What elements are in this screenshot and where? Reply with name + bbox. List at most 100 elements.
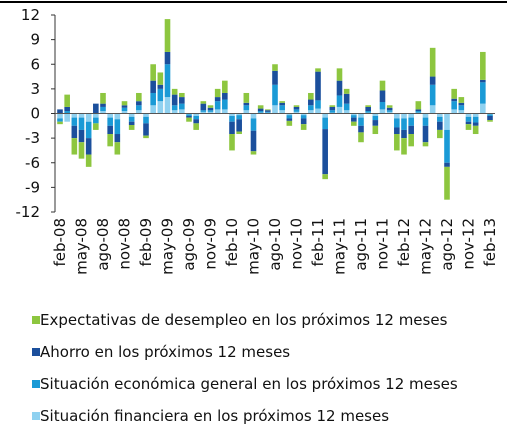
bar-segment bbox=[200, 111, 207, 114]
bar-segment bbox=[451, 98, 457, 102]
bar-segment bbox=[121, 111, 128, 114]
bar-segment bbox=[128, 116, 135, 122]
bar-segment bbox=[207, 107, 214, 111]
bar-segment bbox=[121, 101, 128, 106]
bar-segment bbox=[207, 110, 214, 112]
bar-segment bbox=[243, 102, 250, 106]
bar-segment bbox=[207, 105, 214, 108]
bar-segment bbox=[401, 129, 407, 139]
x-tick-label: feb-13 bbox=[481, 218, 499, 267]
bar-segment bbox=[379, 102, 386, 110]
y-tick-label: 3 bbox=[30, 80, 40, 98]
bar-segment bbox=[157, 84, 164, 89]
bar-segment bbox=[415, 109, 422, 112]
bar-segment bbox=[286, 115, 293, 119]
bar-segment bbox=[100, 111, 106, 114]
bar-segment bbox=[243, 105, 250, 111]
bar-segment bbox=[458, 105, 465, 111]
bar-segment bbox=[401, 118, 407, 130]
bar-segment bbox=[386, 105, 393, 108]
bar-segment bbox=[408, 113, 414, 118]
bar-segment bbox=[236, 131, 242, 135]
bar-segment bbox=[93, 123, 99, 130]
bar-segment bbox=[386, 110, 393, 112]
bar-segment bbox=[85, 154, 92, 167]
bar-segment bbox=[71, 113, 78, 118]
y-tick-label: 0 bbox=[30, 105, 40, 123]
bar-segment bbox=[422, 117, 429, 126]
bar-segment bbox=[293, 111, 300, 114]
bar-segment bbox=[394, 113, 400, 119]
bar-segment bbox=[85, 113, 92, 122]
bar-segment bbox=[186, 117, 192, 122]
x-tick-label: may-12 bbox=[417, 218, 435, 275]
bar-segment bbox=[465, 124, 472, 130]
bar-segment bbox=[401, 138, 407, 155]
bar-segment bbox=[136, 110, 142, 114]
bar-segment bbox=[100, 106, 106, 112]
bar-segment bbox=[329, 105, 336, 107]
bar-segment bbox=[300, 124, 307, 130]
y-tick-label: 6 bbox=[30, 55, 40, 73]
bar-segment bbox=[372, 113, 379, 116]
bar-segment bbox=[236, 115, 242, 120]
bar-segment bbox=[365, 111, 371, 113]
bar-segment bbox=[93, 113, 99, 118]
bar-segment bbox=[415, 111, 422, 113]
bar-segment bbox=[322, 174, 328, 180]
bar-segment bbox=[214, 88, 221, 98]
bar-segment bbox=[300, 113, 307, 116]
bar-segment bbox=[107, 113, 113, 118]
bar-segment bbox=[351, 115, 357, 118]
x-tick-label: feb-08 bbox=[51, 218, 69, 267]
legend-swatch bbox=[32, 348, 40, 356]
bar-segment bbox=[322, 117, 328, 130]
bar-segment bbox=[121, 105, 128, 108]
bar-segment bbox=[394, 118, 400, 128]
bar-segment bbox=[171, 94, 178, 106]
x-tick-label: feb-09 bbox=[137, 218, 155, 267]
bar-segment bbox=[265, 109, 271, 111]
bar-segment bbox=[429, 76, 436, 85]
bar-segment bbox=[186, 115, 192, 118]
bar-segment bbox=[71, 138, 78, 155]
bar-segment bbox=[472, 116, 479, 123]
bar-segment bbox=[57, 118, 63, 122]
bar-segment bbox=[150, 92, 156, 106]
bar-segment bbox=[358, 125, 364, 133]
bar-segment bbox=[437, 113, 443, 117]
x-tick-label: feb-11 bbox=[309, 218, 327, 267]
x-tick-label: may-10 bbox=[245, 218, 263, 275]
bar-segment bbox=[343, 88, 350, 94]
bar-segment bbox=[171, 88, 178, 95]
bar-segment bbox=[451, 88, 457, 99]
bar-segment bbox=[343, 93, 350, 104]
bar-segment bbox=[214, 109, 221, 114]
bar-segment bbox=[394, 127, 400, 135]
x-tick-label: ago-08 bbox=[94, 218, 112, 271]
bar-segment bbox=[336, 95, 343, 107]
bar-segment bbox=[315, 108, 321, 114]
bar-segment bbox=[71, 125, 78, 139]
bar-segment bbox=[444, 166, 450, 200]
bar-segment bbox=[236, 113, 242, 116]
bar-segment bbox=[480, 103, 486, 114]
bar-segment bbox=[93, 103, 99, 114]
bar-segment bbox=[143, 135, 149, 139]
bar-segment bbox=[222, 109, 228, 114]
bar-segment bbox=[164, 51, 171, 65]
bar-segment bbox=[93, 117, 99, 124]
bar-segment bbox=[200, 110, 207, 112]
bar-segment bbox=[358, 113, 364, 118]
bar-segment bbox=[315, 71, 321, 101]
bar-segment bbox=[57, 113, 63, 119]
bar-segment bbox=[487, 115, 493, 121]
y-tick-label: 9 bbox=[30, 31, 40, 49]
bar-segment bbox=[107, 125, 113, 135]
bar-segment bbox=[351, 117, 357, 122]
bar-segment bbox=[336, 68, 343, 81]
bar-segment bbox=[157, 101, 164, 114]
legend-swatch bbox=[32, 380, 40, 388]
bar-segment bbox=[365, 105, 371, 107]
